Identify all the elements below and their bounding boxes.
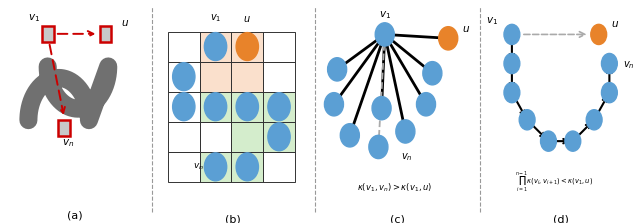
Circle shape <box>328 58 347 81</box>
Bar <box>168 92 200 122</box>
Circle shape <box>236 93 259 121</box>
Text: (b): (b) <box>225 215 241 223</box>
Bar <box>263 31 295 62</box>
Bar <box>200 152 232 182</box>
Bar <box>232 31 263 62</box>
Bar <box>232 92 263 122</box>
Text: (c): (c) <box>390 215 405 223</box>
Text: $v_n$: $v_n$ <box>623 60 635 71</box>
Bar <box>263 122 295 152</box>
Bar <box>168 122 200 152</box>
Text: $v_1$: $v_1$ <box>28 12 40 24</box>
Bar <box>200 62 232 92</box>
Bar <box>200 92 232 122</box>
Bar <box>168 62 200 92</box>
Circle shape <box>204 33 227 60</box>
Circle shape <box>541 131 556 151</box>
Bar <box>168 152 200 182</box>
Bar <box>100 26 111 42</box>
Circle shape <box>324 93 344 116</box>
Text: $u$: $u$ <box>121 18 129 28</box>
Bar <box>263 152 295 182</box>
Text: $v_1$: $v_1$ <box>486 15 498 27</box>
Circle shape <box>340 124 359 147</box>
Circle shape <box>372 97 391 120</box>
Circle shape <box>204 153 227 181</box>
Circle shape <box>591 24 607 45</box>
Circle shape <box>438 27 458 50</box>
Bar <box>232 62 263 92</box>
Bar <box>263 92 295 122</box>
Bar <box>200 31 232 62</box>
Bar <box>232 92 263 122</box>
Circle shape <box>504 83 520 103</box>
Circle shape <box>204 93 227 121</box>
Text: (a): (a) <box>67 210 83 220</box>
Text: $\prod_{i=1}^{n-1}\kappa(v_i, v_{i+1}) < \kappa(v_1, u)$: $\prod_{i=1}^{n-1}\kappa(v_i, v_{i+1}) <… <box>515 169 594 194</box>
Bar <box>168 31 200 62</box>
Circle shape <box>504 24 520 45</box>
Circle shape <box>519 110 535 130</box>
Circle shape <box>565 131 580 151</box>
Text: $u$: $u$ <box>611 19 620 29</box>
Bar <box>232 31 263 62</box>
Bar <box>200 122 232 152</box>
Text: $u$: $u$ <box>243 14 251 24</box>
Bar <box>232 122 263 152</box>
Bar <box>168 62 200 92</box>
Text: $v_n$: $v_n$ <box>193 162 204 172</box>
Circle shape <box>586 110 602 130</box>
Bar <box>58 120 70 136</box>
Bar <box>232 122 263 152</box>
Bar <box>200 31 232 62</box>
Bar <box>232 152 263 182</box>
Bar <box>200 92 232 122</box>
Circle shape <box>236 153 259 181</box>
Bar <box>263 122 295 152</box>
Bar <box>168 152 200 182</box>
Bar <box>263 92 295 122</box>
Circle shape <box>268 93 290 121</box>
Bar <box>168 92 200 122</box>
Circle shape <box>504 54 520 74</box>
Text: (d): (d) <box>553 215 568 223</box>
Circle shape <box>236 33 259 60</box>
Bar <box>263 31 295 62</box>
Bar <box>263 62 295 92</box>
Bar <box>200 122 232 152</box>
Circle shape <box>602 54 618 74</box>
Bar <box>263 62 295 92</box>
Text: $\kappa(v_1, v_n) > \kappa(v_1, u)$: $\kappa(v_1, v_n) > \kappa(v_1, u)$ <box>356 181 432 194</box>
Circle shape <box>423 62 442 85</box>
Circle shape <box>602 83 618 103</box>
Bar <box>168 31 200 62</box>
Bar <box>42 26 54 42</box>
Circle shape <box>417 93 436 116</box>
Circle shape <box>369 135 388 159</box>
Bar <box>232 152 263 182</box>
Bar <box>263 152 295 182</box>
Text: $v_n$: $v_n$ <box>401 151 412 163</box>
Circle shape <box>268 123 290 151</box>
Text: $v_1$: $v_1$ <box>210 12 221 24</box>
Text: $v_n$: $v_n$ <box>62 137 74 149</box>
Circle shape <box>396 120 415 143</box>
Circle shape <box>173 63 195 91</box>
Bar <box>200 152 232 182</box>
Text: $u$: $u$ <box>461 25 470 34</box>
Bar <box>200 62 232 92</box>
Circle shape <box>173 93 195 121</box>
Bar <box>168 122 200 152</box>
Text: $v_1$: $v_1$ <box>379 9 391 21</box>
Circle shape <box>375 23 394 46</box>
Bar <box>232 62 263 92</box>
